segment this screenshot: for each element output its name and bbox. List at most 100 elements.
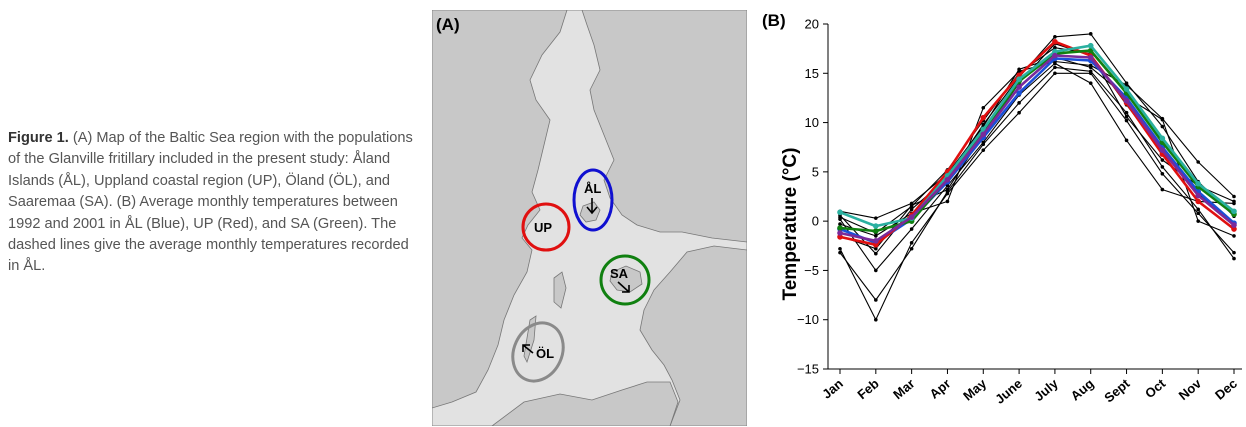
series-point — [1195, 180, 1201, 187]
series-line — [839, 60, 1235, 237]
series-point — [1052, 38, 1058, 45]
series-point — [1195, 198, 1201, 205]
series-point — [1160, 165, 1165, 169]
figure-label: Figure 1. — [8, 130, 69, 146]
series-point — [873, 238, 879, 244]
series-point — [945, 191, 950, 196]
x-tick-label: Apr — [927, 376, 954, 402]
arrow-sa-icon — [617, 281, 630, 293]
series-point — [1124, 83, 1129, 87]
series-point — [873, 242, 879, 248]
x-tick-label: June — [992, 376, 1025, 407]
series-point — [874, 246, 878, 251]
series-point — [1160, 117, 1165, 122]
x-tick-label: Sept — [1101, 375, 1133, 405]
series-point — [909, 204, 914, 209]
series-point — [945, 183, 950, 188]
region-circle-ol — [511, 321, 565, 383]
series-point — [1160, 172, 1165, 176]
series-point — [944, 176, 951, 183]
x-tick-label: Feb — [854, 376, 881, 402]
series-point — [837, 234, 843, 240]
land-sweden — [432, 10, 568, 409]
series-point — [1232, 234, 1236, 238]
series-point — [1231, 222, 1237, 228]
series-point — [1016, 76, 1022, 82]
x-tick-label: May — [960, 375, 990, 403]
y-axis-label: Temperature (°C) — [780, 148, 801, 301]
series-point — [1160, 187, 1165, 192]
series-point — [1232, 194, 1236, 199]
series-point — [1124, 110, 1129, 115]
series-point — [980, 131, 987, 138]
series-point — [1196, 160, 1200, 164]
y-tick-label: 5 — [812, 164, 819, 179]
series-point — [838, 222, 842, 226]
series-point — [1053, 71, 1057, 76]
series-point — [945, 187, 950, 192]
series-point — [1017, 101, 1021, 105]
region-circle-sa — [599, 254, 651, 306]
y-tick-label: 15 — [805, 66, 819, 81]
series-line — [839, 72, 1235, 321]
series-point — [1160, 124, 1165, 129]
series-point — [837, 225, 843, 231]
series-point — [874, 251, 878, 256]
x-tick-label: Aug — [1068, 376, 1097, 404]
region-label-ol: ÖL — [536, 346, 554, 361]
series-point — [1053, 35, 1057, 39]
series-point — [1195, 192, 1201, 199]
series-point — [1053, 65, 1057, 70]
map-panel-label: (A) — [436, 15, 460, 34]
x-tick-label: Nov — [1176, 375, 1205, 403]
series-point — [1232, 250, 1236, 255]
land-south — [491, 381, 679, 426]
series-point — [909, 246, 914, 251]
series-point — [874, 216, 878, 220]
chart-panel-label: (B) — [762, 11, 786, 30]
caption-text: (A) Map of the Baltic Sea region with th… — [8, 130, 413, 275]
series-line — [839, 44, 1235, 228]
series-point — [1088, 81, 1093, 85]
series-point — [874, 298, 878, 302]
series-point — [1016, 90, 1022, 96]
land-saaremaa — [609, 265, 643, 293]
series-point — [838, 250, 842, 255]
series-point — [1196, 207, 1200, 212]
series-point — [837, 230, 843, 236]
series-point — [1123, 98, 1130, 104]
series-point — [1017, 67, 1021, 72]
series-point — [981, 105, 986, 110]
series-point — [837, 209, 843, 216]
series-point — [945, 199, 950, 204]
region-circle-al — [572, 168, 614, 232]
series-point — [1088, 65, 1093, 70]
series-line — [839, 66, 1235, 301]
series-point — [1232, 256, 1236, 261]
series-point — [1052, 48, 1058, 55]
y-tick-label: 20 — [805, 17, 819, 32]
series-point — [1124, 114, 1129, 119]
series-point — [1196, 219, 1200, 223]
arrow-ol-icon — [522, 344, 534, 354]
series-point — [1159, 135, 1166, 142]
figure-caption: Figure 1. (A) Map of the Baltic Sea regi… — [8, 128, 420, 278]
series-point — [981, 148, 986, 152]
series-point — [1087, 42, 1094, 49]
y-tick-label: 0 — [812, 214, 819, 229]
series-point — [1159, 147, 1166, 153]
series-line — [839, 62, 1235, 271]
series-point — [1087, 54, 1094, 61]
series-point — [874, 234, 878, 238]
series-point — [1088, 71, 1093, 76]
series-line — [839, 49, 1235, 233]
series-point — [1160, 158, 1165, 162]
map-land — [432, 10, 747, 426]
region-label-sa: SA — [610, 266, 629, 281]
plot-area: −15 −10 −5 0 5 10 15 20 Jan Feb Mar Apr May June July A… — [797, 17, 1242, 407]
x-tick-label: Oct — [1142, 375, 1169, 401]
series-point — [1016, 84, 1022, 90]
baltic-map: (A) ÅL UP SA ÖL — [432, 10, 747, 426]
x-tick-label: July — [1031, 375, 1061, 404]
series-point — [981, 140, 986, 145]
